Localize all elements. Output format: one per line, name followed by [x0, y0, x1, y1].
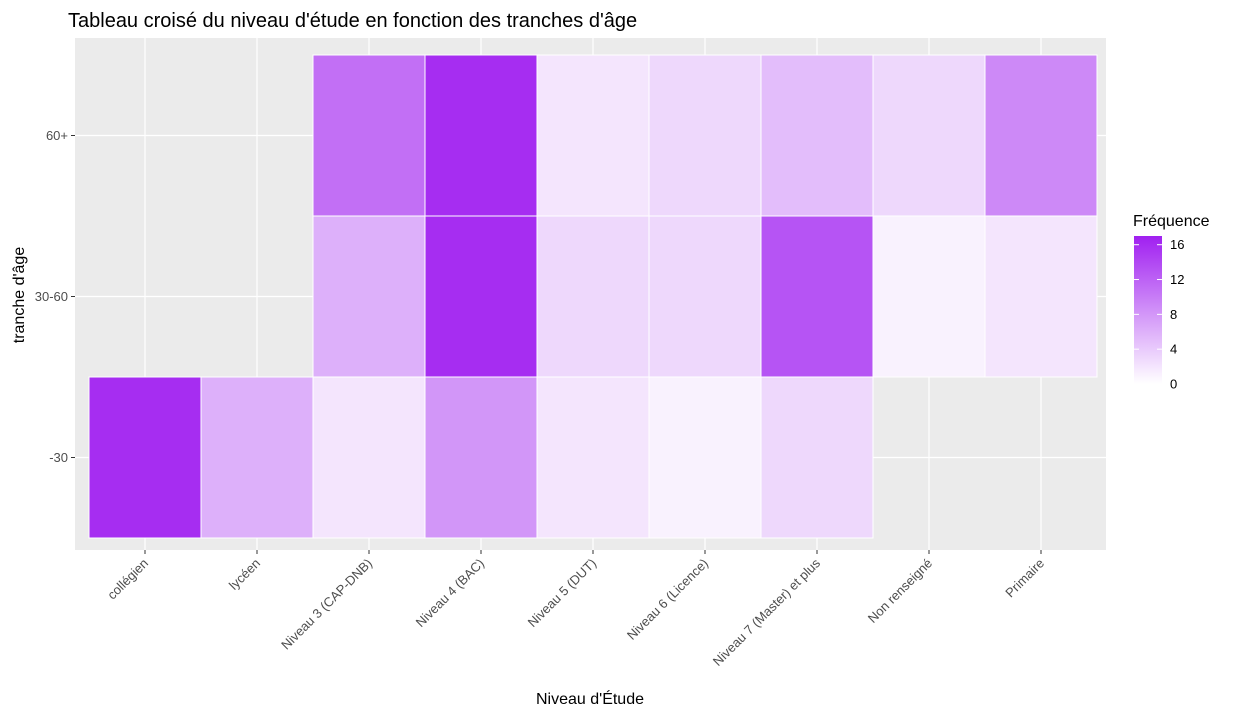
- legend-title: Fréquence: [1133, 213, 1210, 230]
- legend-color-bar: [1134, 236, 1162, 384]
- heatmap-tile: [536, 376, 650, 539]
- legend-tick-label: 8: [1170, 307, 1177, 322]
- heatmap-tile: [424, 376, 538, 539]
- heatmap-tile: [312, 215, 426, 378]
- heatmap-tile: [872, 54, 986, 217]
- heatmap-tile: [536, 215, 650, 378]
- heatmap-tile: [984, 215, 1098, 378]
- x-tick-label: Primaire: [1002, 556, 1047, 601]
- heatmap-tile: [648, 215, 762, 378]
- x-tick-label: Niveau 6 (Licence): [624, 556, 711, 643]
- heatmap-tile: [312, 376, 426, 539]
- heatmap-tile: [872, 215, 986, 378]
- heatmap-tile: [648, 54, 762, 217]
- chart-title: Tableau croisé du niveau d'étude en fonc…: [68, 10, 637, 32]
- x-tick-label: lycéen: [226, 556, 263, 593]
- y-tick-label: 60+: [46, 128, 68, 143]
- x-tick-label: Niveau 4 (BAC): [413, 556, 487, 630]
- heatmap-tile: [424, 54, 538, 217]
- heatmap-tile: [760, 376, 874, 539]
- legend-tick-label: 0: [1170, 377, 1177, 392]
- legend-ticks: 0 4 8 12 16: [1134, 237, 1184, 392]
- heatmap-tile: [88, 376, 202, 539]
- legend-tick-label: 4: [1170, 342, 1177, 357]
- y-axis-title: tranche d'âge: [11, 247, 28, 344]
- legend: Fréquence 0 4 8 12 16: [1133, 213, 1210, 392]
- x-tick-label: Niveau 5 (DUT): [525, 556, 599, 630]
- heatmap-tile: [648, 376, 762, 539]
- heatmap-tile: [984, 54, 1098, 217]
- y-tick-label: 30-60: [35, 289, 68, 304]
- x-tick-label: Niveau 3 (CAP-DNB): [278, 556, 375, 653]
- x-axis-ticks: collégien lycéen Niveau 3 (CAP-DNB) Niveau …: [104, 550, 1047, 669]
- heatmap-tile: [760, 54, 874, 217]
- x-tick-label: collégien: [104, 556, 151, 603]
- heatmap-tile: [536, 54, 650, 217]
- y-axis-ticks: -30 30-60 60+: [35, 128, 75, 465]
- x-tick-label: Niveau 7 (Master) et plus: [710, 555, 824, 669]
- legend-tick-label: 12: [1170, 272, 1184, 287]
- y-tick-label: -30: [49, 450, 68, 465]
- heatmap-tile: [312, 54, 426, 217]
- x-axis-title: Niveau d'Étude: [536, 689, 644, 708]
- heatmap-tile: [760, 215, 874, 378]
- legend-tick-label: 16: [1170, 237, 1184, 252]
- heatmap-tile: [200, 376, 314, 539]
- heatmap-tiles: [88, 54, 1098, 539]
- x-tick-label: Non renseigné: [865, 556, 935, 626]
- heatmap-tile: [424, 215, 538, 378]
